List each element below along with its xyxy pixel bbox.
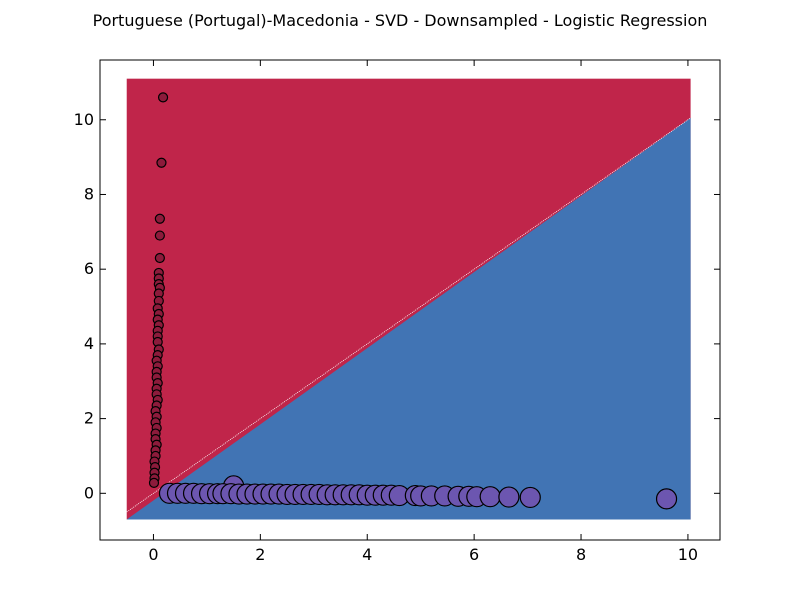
x-tick-label: 8 [576,545,586,564]
plot-frame [99,59,721,541]
y-tick-label: 0 [84,483,94,502]
y-tick-label: 8 [84,184,94,203]
chart-title: Portuguese (Portugal)-Macedonia - SVD - … [93,11,708,30]
data-point [157,92,169,103]
x-tick-label: 0 [148,545,158,564]
data-point [479,486,501,508]
data-point [655,488,678,510]
x-tick-label: 6 [469,545,479,564]
axis-ticks: 0 2 4 6 8 10 0 2 4 6 8 10 [74,60,720,564]
y-tick-label: 4 [84,334,94,353]
region-below-boundary [126,117,691,520]
y-tick-label: 6 [84,259,94,278]
y-tick-label: 10 [74,110,94,129]
data-point [498,486,520,508]
x-tick-label: 10 [678,545,698,564]
y-tick-label: 2 [84,409,94,428]
data-point [154,230,165,241]
x-tick-label: 4 [362,545,372,564]
scatter-points [148,92,678,510]
data-point [519,486,541,509]
data-point [154,213,165,224]
data-point [154,252,165,264]
decision-regions [126,78,691,520]
data-point [156,157,167,168]
decision-boundary-line [126,117,691,513]
data-point [148,477,160,488]
x-tick-label: 2 [255,545,265,564]
